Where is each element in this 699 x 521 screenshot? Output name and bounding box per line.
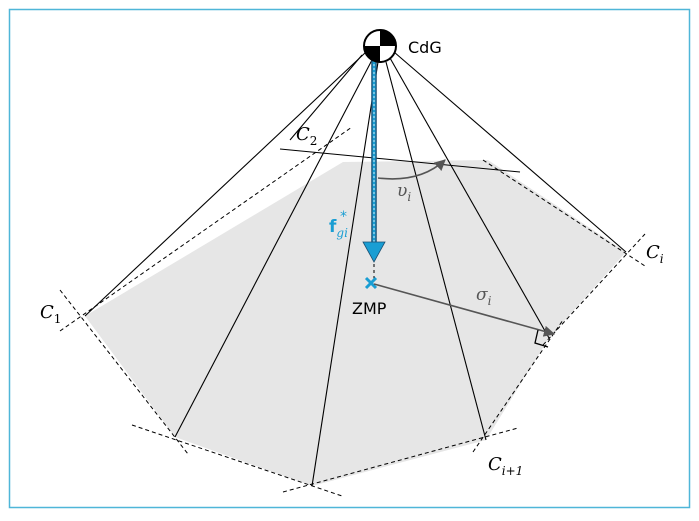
force-label: fgi — [329, 217, 348, 240]
reference-line — [279, 148, 521, 173]
radial-line-c1 — [84, 51, 367, 317]
zmp-marker — [364, 276, 378, 290]
cog-icon — [363, 29, 397, 63]
distance-label: σi — [476, 285, 492, 308]
c1-label: C1 — [40, 302, 61, 326]
polygon-edges — [59, 126, 646, 497]
edge-ci1 — [472, 319, 564, 453]
force-vector — [362, 60, 386, 263]
force-label-star: * — [340, 209, 347, 225]
distance-arrow — [373, 283, 556, 337]
radial-line-c2 — [289, 54, 363, 141]
radial-line-ci — [389, 57, 550, 339]
zmp-label: ZMP — [352, 299, 387, 318]
cog-label: CdG — [408, 38, 442, 57]
radial-line-ci1 — [385, 61, 487, 441]
edge-bottom-right — [282, 427, 519, 493]
force-arrowhead — [362, 241, 386, 263]
radial-lines — [84, 51, 627, 487]
edge-top-right — [482, 159, 646, 267]
ci-label: Ci — [646, 242, 664, 266]
radial-line-3 — [311, 61, 379, 487]
edge-bottom-left — [131, 424, 343, 497]
c2-label: C2 — [296, 124, 317, 148]
right-angle-mark — [534, 329, 549, 348]
radial-line-2 — [174, 59, 373, 438]
angle-arc — [377, 159, 446, 180]
angle-label: υi — [397, 181, 411, 204]
support-polygon — [85, 160, 626, 486]
ci1-label: Ci+1 — [488, 454, 523, 478]
radial-line-right — [393, 51, 627, 253]
edge-c2 — [59, 126, 353, 332]
